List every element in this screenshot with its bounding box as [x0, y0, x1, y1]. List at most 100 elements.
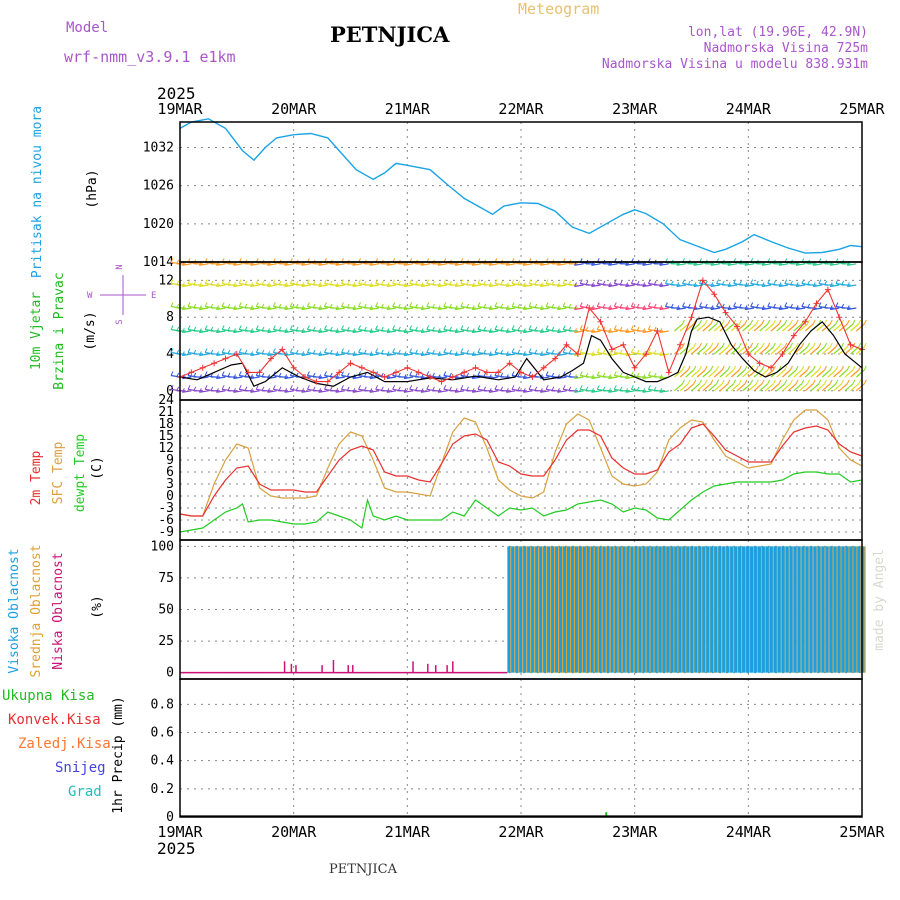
wind-barb-flag: [738, 280, 742, 286]
wind-barb-flag: [375, 325, 379, 330]
wind-barb: [747, 383, 757, 392]
wind-barb-flag: [653, 349, 657, 355]
wind-barb-flag: [204, 279, 208, 284]
wind-barb: [770, 323, 780, 332]
wind-barb: [708, 369, 717, 378]
wind-barb-flag: [460, 279, 464, 284]
wind-barb-flag: [466, 386, 469, 392]
wind-barb-flag: [716, 379, 719, 385]
wind-barb-flag: [301, 305, 305, 310]
wind-barb-flag: [409, 348, 413, 353]
wind-barb-flag: [505, 305, 509, 310]
wind-barb-flag: [659, 351, 663, 356]
wind-barb-flag: [812, 379, 816, 385]
wind-barb: [753, 383, 763, 392]
wind-barb-flag: [846, 365, 850, 371]
high-cloud-bar: [519, 546, 523, 673]
high-cloud-bar: [598, 546, 602, 673]
wind-barb-flag: [608, 374, 612, 379]
wind-barb: [625, 284, 635, 288]
wind-barb-flag: [216, 388, 219, 393]
wind-barb-flag: [812, 319, 816, 325]
wind-barb-flag: [579, 371, 583, 376]
wind-barb: [472, 263, 482, 266]
wind-barb-flag: [210, 280, 214, 286]
wind-barb-flag: [505, 282, 509, 287]
wind-barb-flag: [755, 365, 759, 371]
wind-barb: [850, 369, 860, 378]
wind-barb-flag: [392, 385, 396, 390]
wind-barb-flag: [835, 342, 839, 348]
high-cloud-bar: [574, 546, 578, 673]
wind-barb-flag: [500, 349, 504, 355]
wind-barb-flag: [784, 302, 788, 307]
wind-barb: [713, 346, 723, 355]
wind-barb: [691, 383, 700, 392]
wind-barb-flag: [289, 325, 293, 330]
wind-barb-flag: [483, 326, 487, 332]
wind-barb: [608, 307, 618, 311]
wind-barb-flag: [704, 379, 708, 385]
wind-barb: [744, 263, 755, 266]
wind-barb: [642, 376, 652, 380]
wind-barb: [335, 263, 345, 266]
wind-barb-flag: [198, 351, 202, 356]
mid-cloud-label: Srednja Oblacnost: [29, 544, 44, 677]
wind-barb-flag: [375, 348, 379, 353]
wind-barb: [420, 390, 431, 393]
wind-barb: [199, 330, 209, 334]
wind-barb-flag: [278, 303, 282, 309]
wind-barb: [804, 346, 814, 355]
wind-barb-flag: [181, 388, 185, 393]
wind-barb: [779, 284, 789, 288]
high-cloud-bar: [610, 546, 614, 673]
high-cloud-bar: [559, 546, 563, 673]
wind-barb: [782, 369, 791, 378]
wind-barb-flag: [807, 365, 810, 371]
wind-barb-flag: [835, 302, 839, 307]
wind-barb-flag: [329, 326, 333, 332]
time-tick-label-top: 24MAR: [726, 100, 772, 118]
wind-barb-flag: [420, 305, 424, 310]
y-tick-label: -6: [158, 513, 174, 528]
wind-barb: [850, 346, 860, 355]
wind-barb-flag: [846, 319, 850, 325]
wind-barb: [833, 346, 842, 355]
wind-barb-flag: [528, 348, 532, 353]
wind-gust-marker: [211, 360, 218, 367]
y-tick-label: 1032: [143, 140, 174, 155]
y-tick-label: 0: [166, 666, 174, 681]
wind-barb: [855, 346, 865, 355]
wind-barb: [438, 353, 448, 357]
wind-gust-marker: [233, 351, 240, 357]
wind-barb-flag: [841, 280, 845, 286]
wind-barb-flag: [198, 282, 202, 287]
wind-barb-flag: [511, 348, 515, 353]
precip-axis-label: 1hr Precip (mm): [111, 696, 126, 813]
wind-gust-marker: [518, 369, 524, 376]
wind-barb: [727, 307, 738, 311]
wind-barb-flag: [426, 371, 430, 376]
wind-barb-flag: [392, 302, 396, 307]
wind-barb-flag: [630, 371, 634, 376]
wind-barb-flag: [704, 303, 708, 309]
wind-barb-flag: [574, 328, 577, 333]
high-cloud-bar: [682, 546, 686, 673]
wind-barb-flag: [744, 282, 748, 287]
wind-barb-flag: [431, 349, 435, 355]
y-tick-label: 4: [166, 347, 174, 362]
wind-barb-flag: [221, 348, 225, 353]
wind-barb-flag: [602, 303, 606, 309]
wind-barb: [438, 263, 448, 266]
high-cloud-bar: [714, 546, 718, 673]
wind-barb-flag: [301, 388, 305, 393]
wind-barb: [838, 369, 848, 378]
wind-barb-flag: [216, 328, 219, 333]
wind-barb: [301, 263, 311, 266]
wind-barb: [216, 376, 226, 380]
wind-barb-flag: [346, 372, 350, 378]
wind-barb: [352, 353, 362, 357]
wind-barb-flag: [647, 348, 651, 353]
wind-barb-flag: [551, 303, 555, 309]
compass-north: N: [115, 264, 125, 269]
